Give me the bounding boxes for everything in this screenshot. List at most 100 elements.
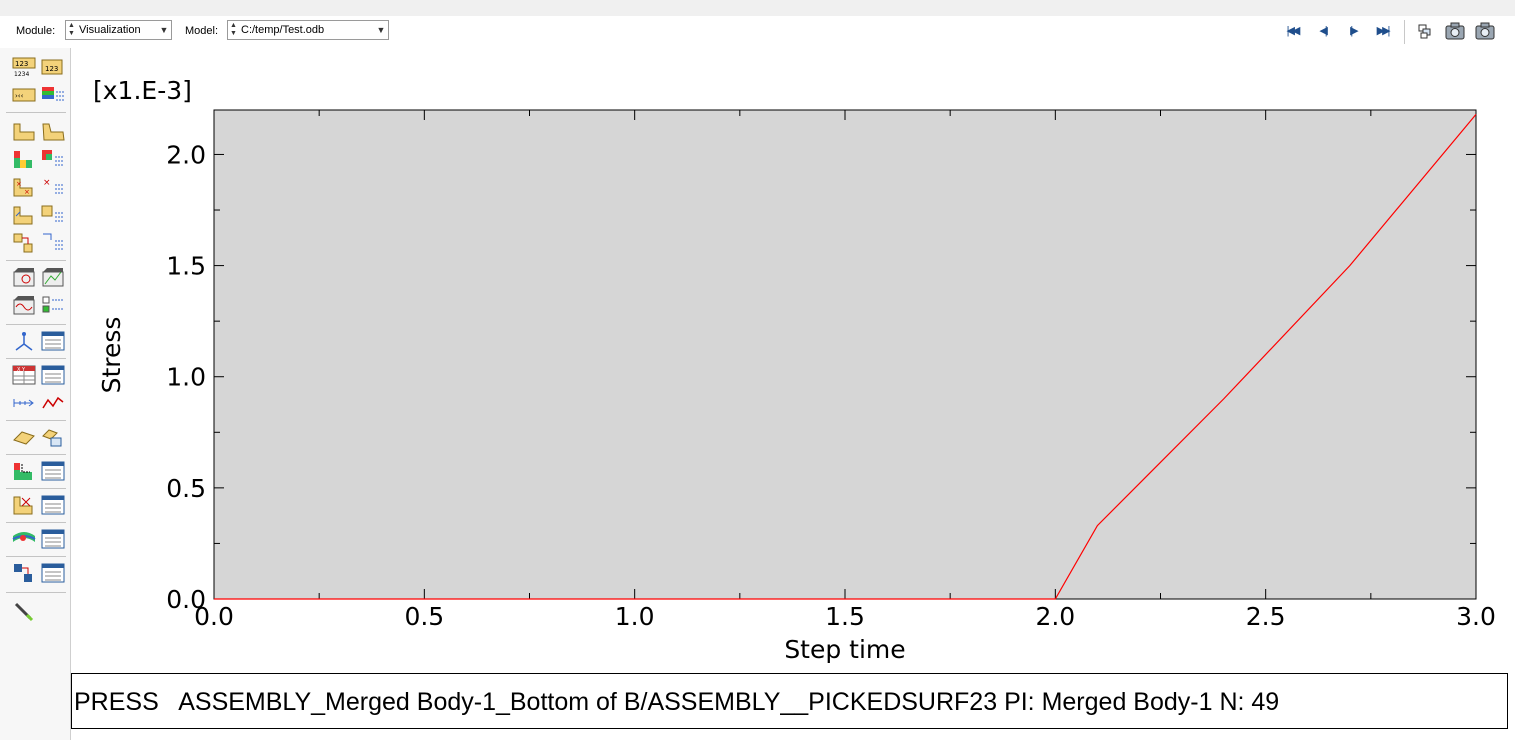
y-tick-label: 2.0 <box>166 140 206 169</box>
x-tick-label: 2.0 <box>1035 602 1075 631</box>
legend-text: ASSEMBLY_Merged Body-1_Bottom of B/ASSEM… <box>178 688 1280 716</box>
superimpose-options-icon[interactable] <box>41 232 65 254</box>
query-pencil-icon[interactable] <box>12 600 36 622</box>
chevron-down-icon[interactable]: ▼ <box>376 25 386 35</box>
x-tick-label: 0.0 <box>194 602 234 631</box>
svg-text:123: 123 <box>15 60 28 68</box>
overlay-manager-icon[interactable] <box>41 528 65 550</box>
material-orientation-icon[interactable] <box>12 204 36 226</box>
stream-manager-icon[interactable] <box>41 460 65 482</box>
model-spin-icon[interactable]: ▲ ▼ <box>230 22 237 37</box>
stream-plot-icon[interactable] <box>12 460 36 482</box>
next-frame-icon[interactable]: |▶ <box>1350 25 1358 37</box>
y-tick-label: 0.0 <box>166 585 206 614</box>
chevron-down-icon[interactable]: ▼ <box>159 25 169 35</box>
frame-list-icon[interactable]: 123 <box>41 56 65 78</box>
display-group-manager-icon[interactable] <box>41 494 65 516</box>
context-toolbar: Module: ▲ ▼ Visualization ▼ Model: ▲ ▼ C:/… <box>0 16 1515 49</box>
path-icon[interactable] <box>12 392 36 414</box>
xy-plot-icon[interactable] <box>41 392 65 414</box>
model-select-value: C:/temp/Test.odb <box>241 24 325 36</box>
transformation-icon[interactable] <box>12 562 36 584</box>
superimpose-icon[interactable] <box>12 232 36 254</box>
toolbox-separator <box>6 260 66 261</box>
contour-options-icon[interactable] <box>41 148 65 170</box>
animate-scale-factor-icon[interactable] <box>12 266 36 288</box>
x-tick-label: 0.5 <box>404 602 444 631</box>
svg-text:×: × <box>24 188 30 196</box>
field-output-icon[interactable] <box>41 84 65 106</box>
toolbox-separator <box>6 112 66 113</box>
x-tick-label: 1.0 <box>615 602 655 631</box>
transformation-manager-icon[interactable] <box>41 562 65 584</box>
svg-text:123: 123 <box>45 65 58 73</box>
model-select[interactable]: ▲ ▼ C:/temp/Test.odb ▼ <box>227 20 389 40</box>
svg-text:›‹‹: ›‹‹ <box>15 92 24 100</box>
module-select[interactable]: ▲ ▼ Visualization ▼ <box>65 20 172 40</box>
toolbox-separator <box>6 420 66 421</box>
svg-text:×: × <box>16 180 22 188</box>
toolbox-separator <box>6 454 66 455</box>
animate-time-history-icon[interactable] <box>41 266 65 288</box>
free-body-cut-icon[interactable] <box>12 426 36 448</box>
viewport[interactable]: [x1.E-3] 0.0 0.5 1.0 1.5 2.0 2.5 3.0 0.0 0.5 1.0… <box>71 48 1515 740</box>
previous-frame-icon[interactable]: ◀| <box>1319 25 1327 37</box>
xy-data-manager-icon[interactable] <box>41 364 65 386</box>
y-tick-label: 1.0 <box>166 363 206 392</box>
view-cut-icon[interactable] <box>12 330 36 352</box>
legend-entry: PRESS ASSEMBLY_Merged Body-1_Bottom of B… <box>74 688 1279 717</box>
module-select-value: Visualization <box>79 24 141 36</box>
x-axis-label: Step time <box>784 635 905 664</box>
xy-plot[interactable]: [x1.E-3] 0.0 0.5 1.0 1.5 2.0 2.5 3.0 0.0 0.5 1.0… <box>71 48 1515 673</box>
y-tick-label: 1.5 <box>166 252 206 281</box>
x-tick-labels: 0.0 0.5 1.0 1.5 2.0 2.5 3.0 <box>194 602 1496 631</box>
animate-harmonic-icon[interactable] <box>12 294 36 316</box>
symbol-plot-icon[interactable]: ×× <box>12 176 36 198</box>
animation-options-icon[interactable] <box>41 294 65 316</box>
create-xy-data-icon[interactable]: X Y <box>12 364 36 386</box>
y-multiplier-label: [x1.E-3] <box>93 76 192 105</box>
toolbox-separator <box>6 324 66 325</box>
undeformed-shape-icon[interactable] <box>12 120 36 142</box>
legend-symbol: PRESS <box>74 688 159 716</box>
frame-selector-icon[interactable] <box>1416 22 1436 40</box>
step-frame-icon[interactable]: 123 1234 <box>12 56 36 78</box>
y-axis-label: Stress <box>97 317 126 394</box>
y-tick-labels: 0.0 0.5 1.0 1.5 2.0 <box>166 140 206 614</box>
plot-legend: PRESS ASSEMBLY_Merged Body-1_Bottom of B… <box>71 673 1508 729</box>
view-cut-manager-icon[interactable] <box>41 330 65 352</box>
active-steps-icon[interactable]: ›‹‹ <box>12 84 36 106</box>
first-frame-icon[interactable]: |◀◀ <box>1286 25 1301 37</box>
plot-area <box>213 109 1477 600</box>
toolbar-separator <box>1404 20 1405 44</box>
svg-text:1234: 1234 <box>14 71 29 78</box>
toolbox-separator <box>6 488 66 489</box>
deformed-shape-icon[interactable] <box>41 120 65 142</box>
orientation-options-icon[interactable] <box>41 204 65 226</box>
window-top-strip <box>0 0 1515 16</box>
x-tick-label: 3.0 <box>1456 602 1496 631</box>
free-body-manager-icon[interactable] <box>41 426 65 448</box>
camera-options-icon[interactable] <box>1475 22 1495 40</box>
model-label: Model: <box>185 25 219 37</box>
x-tick-label: 1.5 <box>825 602 865 631</box>
svg-text:×: × <box>43 178 51 188</box>
contour-plot-icon[interactable] <box>12 148 36 170</box>
module-label: Module: <box>16 25 56 37</box>
toolbox-separator <box>6 592 66 593</box>
display-group-icon[interactable] <box>12 494 36 516</box>
module-spin-icon[interactable]: ▲ ▼ <box>68 22 75 37</box>
x-tick-label: 2.5 <box>1246 602 1286 631</box>
overlay-plot-icon[interactable] <box>12 528 36 550</box>
toolbox-separator <box>6 358 66 359</box>
symbol-options-icon[interactable]: × <box>41 176 65 198</box>
last-frame-icon[interactable]: ▶▶| <box>1376 25 1391 37</box>
toolbox-separator <box>6 556 66 557</box>
svg-text:X Y: X Y <box>17 367 26 373</box>
camera-icon[interactable] <box>1445 22 1465 40</box>
y-tick-label: 0.5 <box>166 474 206 503</box>
axis-ticks <box>213 110 1477 600</box>
toolbox-separator <box>6 522 66 523</box>
series-line-press <box>214 114 1477 600</box>
module-toolbox: 123 1234 123 ›‹‹ × × × X Y <box>0 48 71 740</box>
